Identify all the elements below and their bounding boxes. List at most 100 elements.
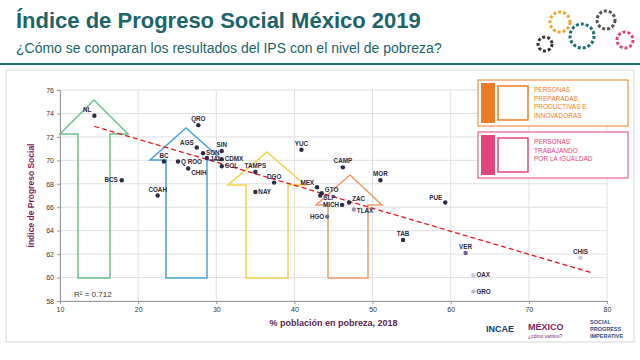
point [443, 200, 447, 204]
point-label: BC [159, 152, 169, 159]
point-label: QRO [191, 115, 205, 123]
tick: 64 [46, 227, 60, 234]
tick-mark [57, 254, 60, 255]
chart-frame [6, 70, 634, 342]
tick-mark [57, 207, 60, 208]
tick-mark [57, 113, 60, 114]
tick-mark [607, 301, 608, 304]
point-label: SIN [217, 141, 228, 148]
point-label: NAY [258, 188, 272, 195]
grid-line [294, 90, 295, 301]
side-box-icon [481, 83, 495, 123]
point [471, 273, 475, 277]
tick-mark [57, 301, 60, 302]
decor-gear [597, 11, 615, 29]
axis-line [61, 302, 608, 305]
tick: 60 [46, 274, 60, 281]
side-box-text: PREPARADAS, [534, 95, 580, 102]
tick: 50 [369, 301, 377, 313]
tick-label: 10 [57, 306, 65, 313]
point-label: MOR [373, 170, 388, 177]
tick-mark [57, 184, 60, 185]
point [463, 251, 467, 255]
side-box-icon [498, 138, 528, 172]
point-label: MEX [300, 179, 314, 186]
tick-label: 72 [46, 134, 54, 141]
side-box: PERSONASTRABAJANDOPOR LA IGUALDAD [478, 132, 628, 178]
tick-mark [216, 301, 217, 304]
point [162, 159, 166, 163]
point-label: ZAC [352, 195, 365, 202]
point-label: GRO [476, 288, 490, 295]
tick-mark [57, 137, 60, 138]
tick-label: 80 [604, 306, 612, 313]
tick-label: 70 [525, 306, 533, 313]
decor-gear [570, 24, 594, 48]
annotation: R² = 0.712 [74, 290, 112, 299]
tick-label: 30 [213, 306, 221, 313]
point-label: COL [225, 162, 238, 169]
point-label: COAH [148, 186, 167, 193]
tick-mark [60, 301, 61, 304]
point-label: PUE [429, 194, 442, 201]
side-box-text: PERSONAS [534, 86, 571, 93]
grid-line [60, 183, 607, 184]
tick-label: 62 [46, 251, 54, 258]
tick-mark [451, 301, 452, 304]
tick-mark [373, 301, 374, 304]
grid-line [450, 90, 451, 301]
point [155, 193, 159, 197]
point [186, 166, 190, 170]
point [253, 190, 257, 194]
point-label: YUC [295, 140, 309, 147]
point [92, 114, 96, 118]
tick-mark [57, 90, 60, 91]
tick-label: 60 [447, 306, 455, 313]
tick-mark [294, 301, 295, 304]
footer-logo: MÉXICO [528, 322, 564, 332]
point [220, 149, 224, 153]
decor-arrow [228, 152, 305, 278]
tick-label: 58 [46, 298, 54, 305]
subtitle: ¿Cómo se comparan los resultados del IPS… [16, 40, 442, 56]
tick-label: 64 [46, 227, 54, 234]
tick-label: 68 [46, 181, 54, 188]
grid-line [216, 90, 217, 301]
point [352, 207, 356, 211]
tick: 68 [46, 181, 60, 188]
point [299, 148, 303, 152]
point [471, 289, 475, 293]
tick-mark [138, 301, 139, 304]
footer-logo: IMPERATIVE [590, 333, 624, 339]
title: Índice de Progreso Social México 2019 [16, 8, 421, 33]
point-label: MICH [323, 201, 340, 208]
tick-label: 66 [46, 204, 54, 211]
point [315, 185, 319, 189]
tick: 60 [447, 301, 455, 313]
tick: 10 [57, 301, 65, 313]
tick-mark [57, 231, 60, 232]
point [378, 178, 382, 182]
point-label: OAX [476, 271, 490, 278]
point [347, 200, 351, 204]
tick: 66 [46, 204, 60, 211]
point [272, 180, 276, 184]
tick: 74 [46, 110, 60, 117]
side-box-text: PERSONAS [534, 138, 571, 145]
tick-mark [57, 278, 60, 279]
point [196, 123, 200, 127]
decor-gear [538, 37, 552, 51]
tick: 40 [291, 301, 299, 313]
point-label: SLP [323, 194, 335, 201]
side-box-frame [478, 132, 628, 178]
tick-label: 20 [135, 306, 143, 313]
point [176, 159, 180, 163]
point-label: TAB [397, 230, 410, 237]
side-box-icon [498, 86, 528, 120]
tick-label: 74 [46, 110, 54, 117]
tick: 58 [46, 298, 60, 305]
tick: 76 [46, 87, 60, 94]
side-box-text: PRODUCTIVAS E [534, 103, 587, 110]
tick-label: 60 [46, 274, 54, 281]
point [220, 164, 224, 168]
